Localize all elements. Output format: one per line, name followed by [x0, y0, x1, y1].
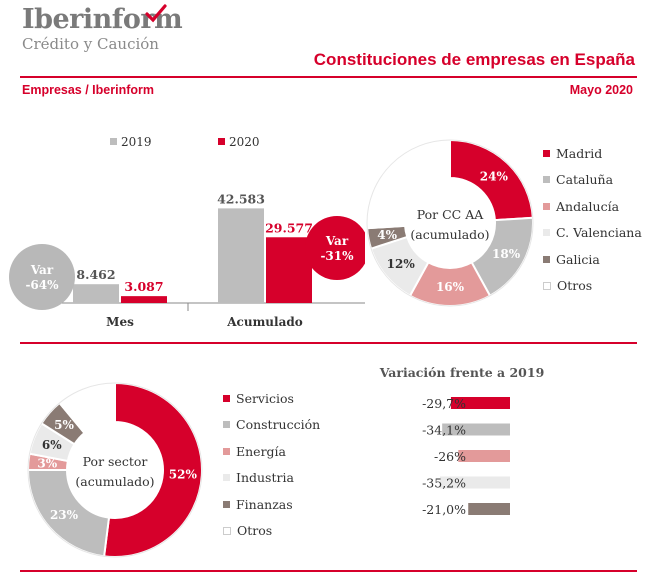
page-title: Constituciones de empresas en España — [313, 50, 635, 69]
variation-label-Construcción: -34,1% — [422, 423, 466, 438]
legend-label: Industria — [236, 470, 294, 485]
legend-item-Energía: Energía — [223, 443, 286, 459]
slice-label-C. Valenciana: 12% — [387, 257, 416, 271]
x-tick-Acumulado: Acumulado — [226, 315, 303, 329]
variation-bar-Servicios — [450, 397, 510, 409]
variation-bar-Construcción — [442, 423, 510, 436]
legend-label: Andalucía — [556, 198, 620, 214]
bar-Mes-2020 — [121, 296, 167, 303]
legend-label: Otros — [237, 523, 273, 538]
legend-item-Finanzas: Finanzas — [223, 496, 293, 512]
legend-item-Otros: Otros — [543, 278, 592, 294]
variation-bar-Energía — [458, 450, 510, 462]
bar-label-Acumulado-2019: 42.583 — [217, 191, 265, 206]
legend-swatch — [543, 202, 550, 210]
legend-label: C. Valenciana — [556, 225, 642, 240]
divider-bottom — [20, 570, 637, 572]
variation-bubble-Mes — [9, 244, 75, 310]
donut-center-label-0: Por CC AA — [417, 207, 485, 222]
donut-outline — [366, 139, 534, 307]
bar-label-Mes-2019: 8.462 — [76, 267, 115, 282]
variation-label-Finanzas: -21,0% — [422, 502, 466, 517]
variation-bar-Finanzas — [468, 503, 510, 515]
legend-swatch — [543, 255, 550, 263]
source-label: Empresas / Iberinform — [22, 83, 154, 97]
donut-chart-sector: 52% 23% 3% 6% 5% Por sector (acumulado) — [26, 381, 203, 558]
variation-text-Acumulado-0: Var — [325, 234, 349, 248]
legend-label: Madrid — [556, 145, 603, 161]
slice-label-Servicios: 52% — [169, 467, 198, 481]
variation-title: Variación frente a 2019 — [379, 365, 545, 380]
legend-swatch — [223, 421, 230, 428]
slice-label-Energía: 3% — [37, 457, 57, 471]
variation-bubble-Acumulado — [305, 216, 365, 280]
date-label: Mayo 2020 — [569, 83, 633, 97]
legend-label-2019: 2019 — [121, 135, 152, 149]
slice-label-Construcción: 23% — [50, 508, 79, 522]
divider-middle — [20, 342, 637, 344]
logo-check-icon — [145, 4, 167, 23]
legend-label: Energía — [236, 443, 286, 459]
variation-text-Acumulado-1: -31% — [320, 249, 354, 263]
slice-label-Finanzas: 5% — [54, 418, 74, 432]
legend-swatch — [223, 447, 230, 455]
x-tick-Mes: Mes — [106, 315, 134, 329]
legend-item-Industria: Industria — [223, 470, 294, 486]
variation-text-Mes-1: -64% — [25, 278, 59, 292]
slice-label-Galicia: 4% — [377, 228, 397, 242]
legend-item-Cataluña: Cataluña — [543, 172, 613, 188]
bar-Acumulado-2019 — [218, 208, 264, 303]
legend-label: Otros — [557, 278, 593, 293]
legend-swatch — [543, 229, 550, 236]
slice-label-Industria: 6% — [42, 438, 62, 452]
donut-center-label-1: (acumulado) — [410, 227, 489, 242]
divider-top — [20, 76, 637, 78]
bar-Acumulado-2020 — [266, 237, 312, 303]
legend-ccaa: Madrid Cataluña Andalucía C. Valenciana Gali… — [543, 145, 653, 305]
legend-swatch — [223, 500, 230, 508]
variation-label-Energía: -26% — [434, 449, 466, 464]
legend-label: Finanzas — [236, 496, 293, 512]
donut-center-label-1: (acumulado) — [75, 474, 154, 489]
bar-label-Acumulado-2020: 29.577 — [265, 220, 313, 235]
legend-swatch — [223, 474, 230, 481]
legend-item-C. Valenciana: C. Valenciana — [543, 225, 642, 241]
variation-bar-Industria — [440, 476, 510, 489]
legend-label: Galicia — [556, 251, 600, 267]
donut-chart-ccaa: 24% 18% 16% 12% 4% Por CC AA (acumulado) — [366, 138, 534, 307]
legend-item-Construcción: Construcción — [223, 417, 320, 433]
bar-Mes-2019 — [73, 284, 119, 303]
legend-item-Servicios: Servicios — [223, 390, 294, 406]
logo-subtitle: Crédito y Caución — [22, 35, 159, 53]
legend-swatch-2019 — [110, 138, 117, 145]
legend-swatch — [223, 526, 231, 535]
legend-label-2020: 2020 — [229, 135, 260, 149]
donut-outline — [27, 382, 203, 558]
variation-label-Industria: -35,2% — [422, 476, 466, 491]
legend-swatch — [223, 394, 230, 402]
legend-swatch — [543, 176, 550, 183]
legend-item-Galicia: Galicia — [543, 251, 600, 267]
slice-label-Andalucía: 16% — [436, 280, 465, 294]
legend-label: Construcción — [236, 417, 321, 432]
legend-label: Cataluña — [556, 172, 614, 187]
variation-chart: Variación frente a 2019 -29,7% -34,1% -26% -… — [379, 365, 545, 517]
donut-center-label-0: Por sector — [83, 454, 148, 469]
legend-swatch — [543, 281, 551, 290]
legend-label: Servicios — [236, 390, 294, 406]
slice-label-Madrid: 24% — [480, 169, 509, 183]
legend-item-Andalucía: Andalucía — [543, 198, 619, 214]
legend-swatch — [543, 149, 550, 157]
logo-name: Iberinform — [22, 4, 183, 35]
slice-label-Cataluña: 18% — [492, 247, 521, 261]
legend-sector: Servicios Construcción Energía Industria Fin… — [223, 390, 353, 550]
legend-item-Madrid: Madrid — [543, 145, 602, 161]
legend-item-Otros: Otros — [223, 523, 272, 539]
variation-text-Mes-0: Var — [30, 263, 54, 277]
bar-label-Mes-2020: 3.087 — [124, 279, 163, 294]
variation-label-Servicios: -29,7% — [422, 396, 466, 411]
legend-swatch-2020 — [218, 138, 225, 145]
